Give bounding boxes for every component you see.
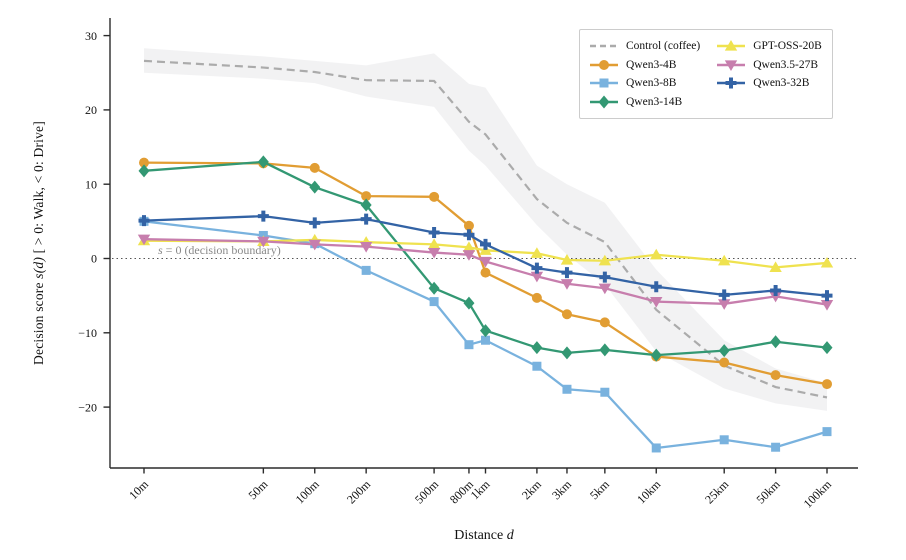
legend-label: Qwen3-4B — [626, 58, 677, 71]
legend-label: Qwen3-32B — [753, 77, 810, 90]
legend-sample-icon — [590, 44, 618, 48]
y-tick-label: −10 — [78, 326, 97, 340]
x-tick-label: 10km — [634, 477, 664, 507]
series-Qwen3-4B — [139, 157, 832, 390]
legend-label: Control (coffee) — [626, 40, 701, 53]
x-axis-label: Distance d — [454, 528, 514, 543]
x-tick-label: 100m — [293, 477, 323, 507]
legend-item-qwen3-32b: Qwen3-32B — [716, 76, 822, 90]
y-tick-label: 30 — [85, 29, 97, 43]
y-tick-label: −20 — [78, 400, 97, 414]
legend-sample-icon — [590, 78, 618, 88]
series-line-Qwen3.5-27B — [143, 238, 828, 306]
legend-sample-icon — [717, 77, 746, 89]
legend-item-control-coffee-: Control (coffee) — [589, 39, 700, 53]
series-line-Qwen3-8B — [143, 220, 828, 450]
legend-label: GPT-OSS-20B — [753, 40, 822, 53]
y-axis-ticks: 30 20 10 0 −10 −20 — [78, 29, 110, 414]
legend-sample-icon — [590, 59, 618, 70]
y-tick-label: 10 — [85, 177, 97, 191]
legend-item-qwen3-4b: Qwen3-4B — [589, 58, 700, 72]
x-tick-label: 25km — [702, 477, 732, 507]
x-tick-label: 2km — [519, 477, 544, 502]
y-tick-label: 0 — [91, 252, 97, 266]
series-Qwen3-14B — [138, 155, 833, 362]
control-line — [143, 59, 828, 399]
x-tick-label: 5km — [587, 477, 612, 502]
x-tick-label: 200m — [344, 477, 374, 507]
legend-sample-icon — [590, 95, 618, 109]
legend-sample-icon — [717, 60, 746, 71]
zero-line-annotation: s = 0 (decision boundary) — [158, 243, 281, 257]
x-tick-label: 3km — [549, 477, 574, 502]
x-tick-label: 50m — [245, 477, 270, 502]
legend-item-qwen3-5-27b: Qwen3.5-27B — [716, 58, 822, 72]
series-line-Qwen3-4B — [143, 161, 828, 386]
legend-item-gpt-oss-20b: GPT-OSS-20B — [716, 39, 822, 53]
x-tick-label: 500m — [412, 477, 442, 507]
legend-label: Qwen3.5-27B — [753, 58, 819, 71]
x-tick-label: 50km — [753, 477, 783, 507]
y-tick-label: 20 — [85, 103, 97, 117]
y-axis-label: Decision score s(d) [ > 0: Walk, < 0: Dr… — [31, 121, 46, 365]
legend-label: Qwen3-14B — [626, 95, 683, 108]
series-Qwen3-32B — [138, 210, 833, 302]
series-Qwen3.5-27B — [137, 234, 834, 311]
series-line-Qwen3-32B — [143, 214, 828, 297]
x-tick-label: 100km — [801, 477, 835, 511]
legend-item-qwen3-14b: Qwen3-14B — [589, 95, 700, 109]
x-tick-label: 1km — [468, 477, 493, 502]
control-confidence-band — [144, 48, 827, 411]
x-tick-label: 10m — [126, 477, 151, 502]
series-line-GPT-OSS-20B — [143, 238, 828, 269]
legend-box: Control (coffee) Qwen3-4B Qwen3-8B Qwen3-14… — [579, 29, 833, 119]
legend-item-qwen3-8b: Qwen3-8B — [589, 76, 700, 90]
legend-sample-icon — [717, 40, 746, 51]
series-line-Qwen3-14B — [143, 160, 828, 357]
legend-label: Qwen3-8B — [626, 77, 677, 90]
